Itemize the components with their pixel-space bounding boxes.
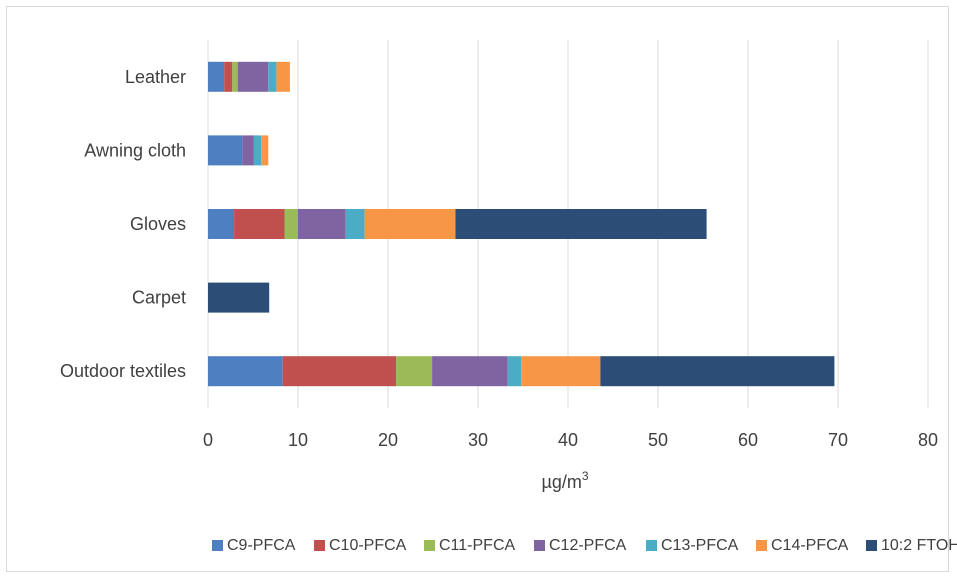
bar-segment-c12-pfca — [242, 135, 254, 166]
x-tick-label-70: 70 — [828, 430, 848, 450]
bar-segment-10-2-ftoh — [455, 209, 707, 239]
bar-segment-c10-pfca — [282, 356, 397, 387]
category-label: Outdoor textiles — [60, 361, 186, 381]
legend-swatch — [534, 540, 545, 551]
bar-segment-c9-pfca — [208, 135, 243, 166]
legend-swatch — [424, 540, 435, 551]
legend-swatch — [212, 540, 223, 551]
bar-segment-c13-pfca — [345, 209, 365, 239]
x-tick-label-50: 50 — [648, 430, 668, 450]
bars — [208, 61, 835, 387]
bar-segment-10-2-ftoh — [208, 282, 270, 313]
bar-segment-c12-pfca — [298, 209, 346, 239]
legend-label: C10-PFCA — [329, 537, 407, 554]
legend-label: 10:2 FTOH — [881, 537, 957, 554]
legend: C9-PFCA C10-PFCA C11-PFCA C12-PFCA C13-PFCA C… — [212, 537, 957, 554]
legend-swatch — [646, 540, 657, 551]
x-tick-label-40: 40 — [558, 430, 578, 450]
bar-segment-c9-pfca — [208, 61, 225, 92]
bar-segment-c9-pfca — [208, 356, 283, 387]
bar-segment-c13-pfca — [507, 356, 522, 387]
bar-segment-c14-pfca — [364, 209, 456, 239]
bar-segment-c14-pfca — [521, 356, 601, 387]
legend-swatch — [866, 540, 877, 551]
bar-segment-c11-pfca — [396, 356, 433, 387]
legend-label: C9-PFCA — [227, 537, 296, 554]
x-tick-label-30: 30 — [468, 430, 488, 450]
bar-segment-c14-pfca — [261, 135, 269, 166]
bar-segment-c11-pfca — [232, 61, 238, 92]
x-tick-label-10: 10 — [288, 430, 308, 450]
x-tick-label-0: 0 — [203, 430, 213, 450]
x-tick-label-60: 60 — [738, 430, 758, 450]
legend-label: C14-PFCA — [771, 537, 849, 554]
legend-label: C12-PFCA — [549, 537, 627, 554]
bar-segment-c10-pfca — [224, 61, 233, 92]
bar-segment-c13-pfca — [253, 135, 262, 166]
bar-segment-c12-pfca — [432, 356, 508, 387]
category-label: Awning cloth — [84, 140, 186, 160]
x-axis-title: µg/m3 — [541, 469, 588, 492]
x-tick-label-20: 20 — [378, 430, 398, 450]
bar-segment-c10-pfca — [234, 209, 285, 239]
bar-segment-c11-pfca — [284, 209, 298, 239]
legend-label: C11-PFCA — [439, 537, 515, 554]
category-label: Leather — [125, 67, 186, 87]
x-tick-label-80: 80 — [918, 430, 938, 450]
category-label: Gloves — [130, 214, 186, 234]
bar-segment-c13-pfca — [268, 61, 277, 92]
bar-segment-c14-pfca — [276, 61, 290, 92]
bar-segment-10-2-ftoh — [600, 356, 835, 387]
legend-swatch — [314, 540, 325, 551]
legend-swatch — [756, 540, 767, 551]
category-label: Carpet — [132, 288, 186, 308]
bar-segment-c12-pfca — [237, 61, 269, 92]
legend-label: C13-PFCA — [661, 537, 739, 554]
category-labels: Leather Awning cloth Gloves Carpet Outdoor t… — [60, 67, 186, 381]
x-tick-labels: 0 10 20 30 40 50 60 70 80 — [203, 430, 938, 450]
bar-segment-c9-pfca — [208, 209, 235, 239]
